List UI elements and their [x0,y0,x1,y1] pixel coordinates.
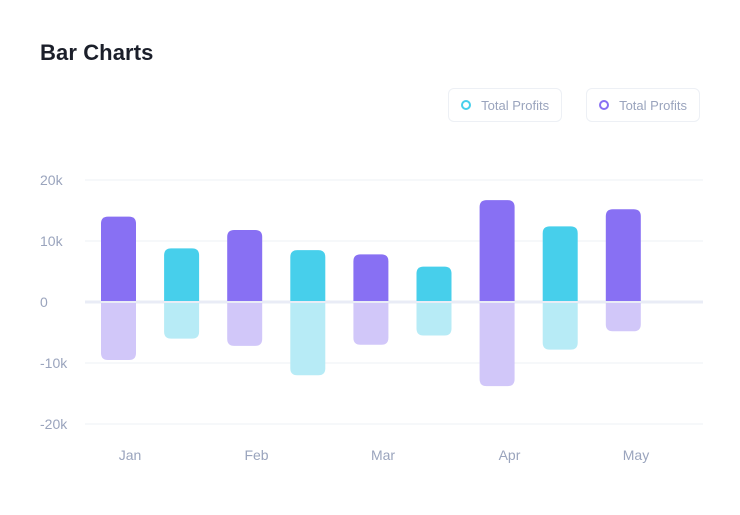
x-tick-label: May [623,447,649,463]
bar-negative [479,303,515,387]
bar-positive [605,209,641,301]
bar-negative [227,303,263,346]
x-tick-label: Apr [499,447,521,463]
y-tick-label: 10k [40,233,64,249]
y-tick-label: -20k [40,416,68,432]
bar-negative [164,303,200,339]
bar-positive [164,248,200,301]
bar-negative [353,303,389,345]
y-tick-label: 20k [40,172,64,188]
bar-negative [290,303,326,376]
bar-positive [290,250,326,301]
bar-positive [416,266,452,301]
y-tick-label: -10k [40,355,68,371]
legend-item-cyan[interactable]: Total Profits [448,88,563,122]
bar-positive [479,200,515,301]
y-tick-label: 0 [40,294,48,310]
x-tick-label: Jan [119,447,142,463]
bar-negative [542,303,578,350]
chart-title: Bar Charts [40,40,154,65]
legend-item-purple[interactable]: Total Profits [586,88,700,122]
bar-negative [416,303,452,336]
x-tick-label: Mar [371,447,395,463]
x-tick-label: Feb [244,447,268,463]
bar-positive [353,254,389,301]
bar-positive [542,226,578,301]
bar-negative [605,303,641,332]
bar-negative [101,303,136,360]
chart-legend: Total Profits Total Profits [448,88,700,122]
circle-marker-icon [461,100,472,110]
legend-label: Total Profits [619,97,687,113]
legend-label: Total Profits [481,97,550,113]
circle-marker-icon [599,100,610,110]
bar-positive [227,230,263,301]
bar-positive [101,216,136,301]
